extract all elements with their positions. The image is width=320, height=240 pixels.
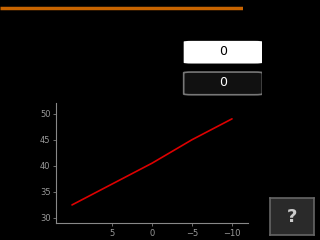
Text: 0: 0: [219, 76, 227, 89]
FancyBboxPatch shape: [184, 72, 262, 95]
Text: ?: ?: [287, 208, 297, 226]
FancyBboxPatch shape: [184, 41, 262, 64]
Text: 0: 0: [219, 45, 227, 58]
